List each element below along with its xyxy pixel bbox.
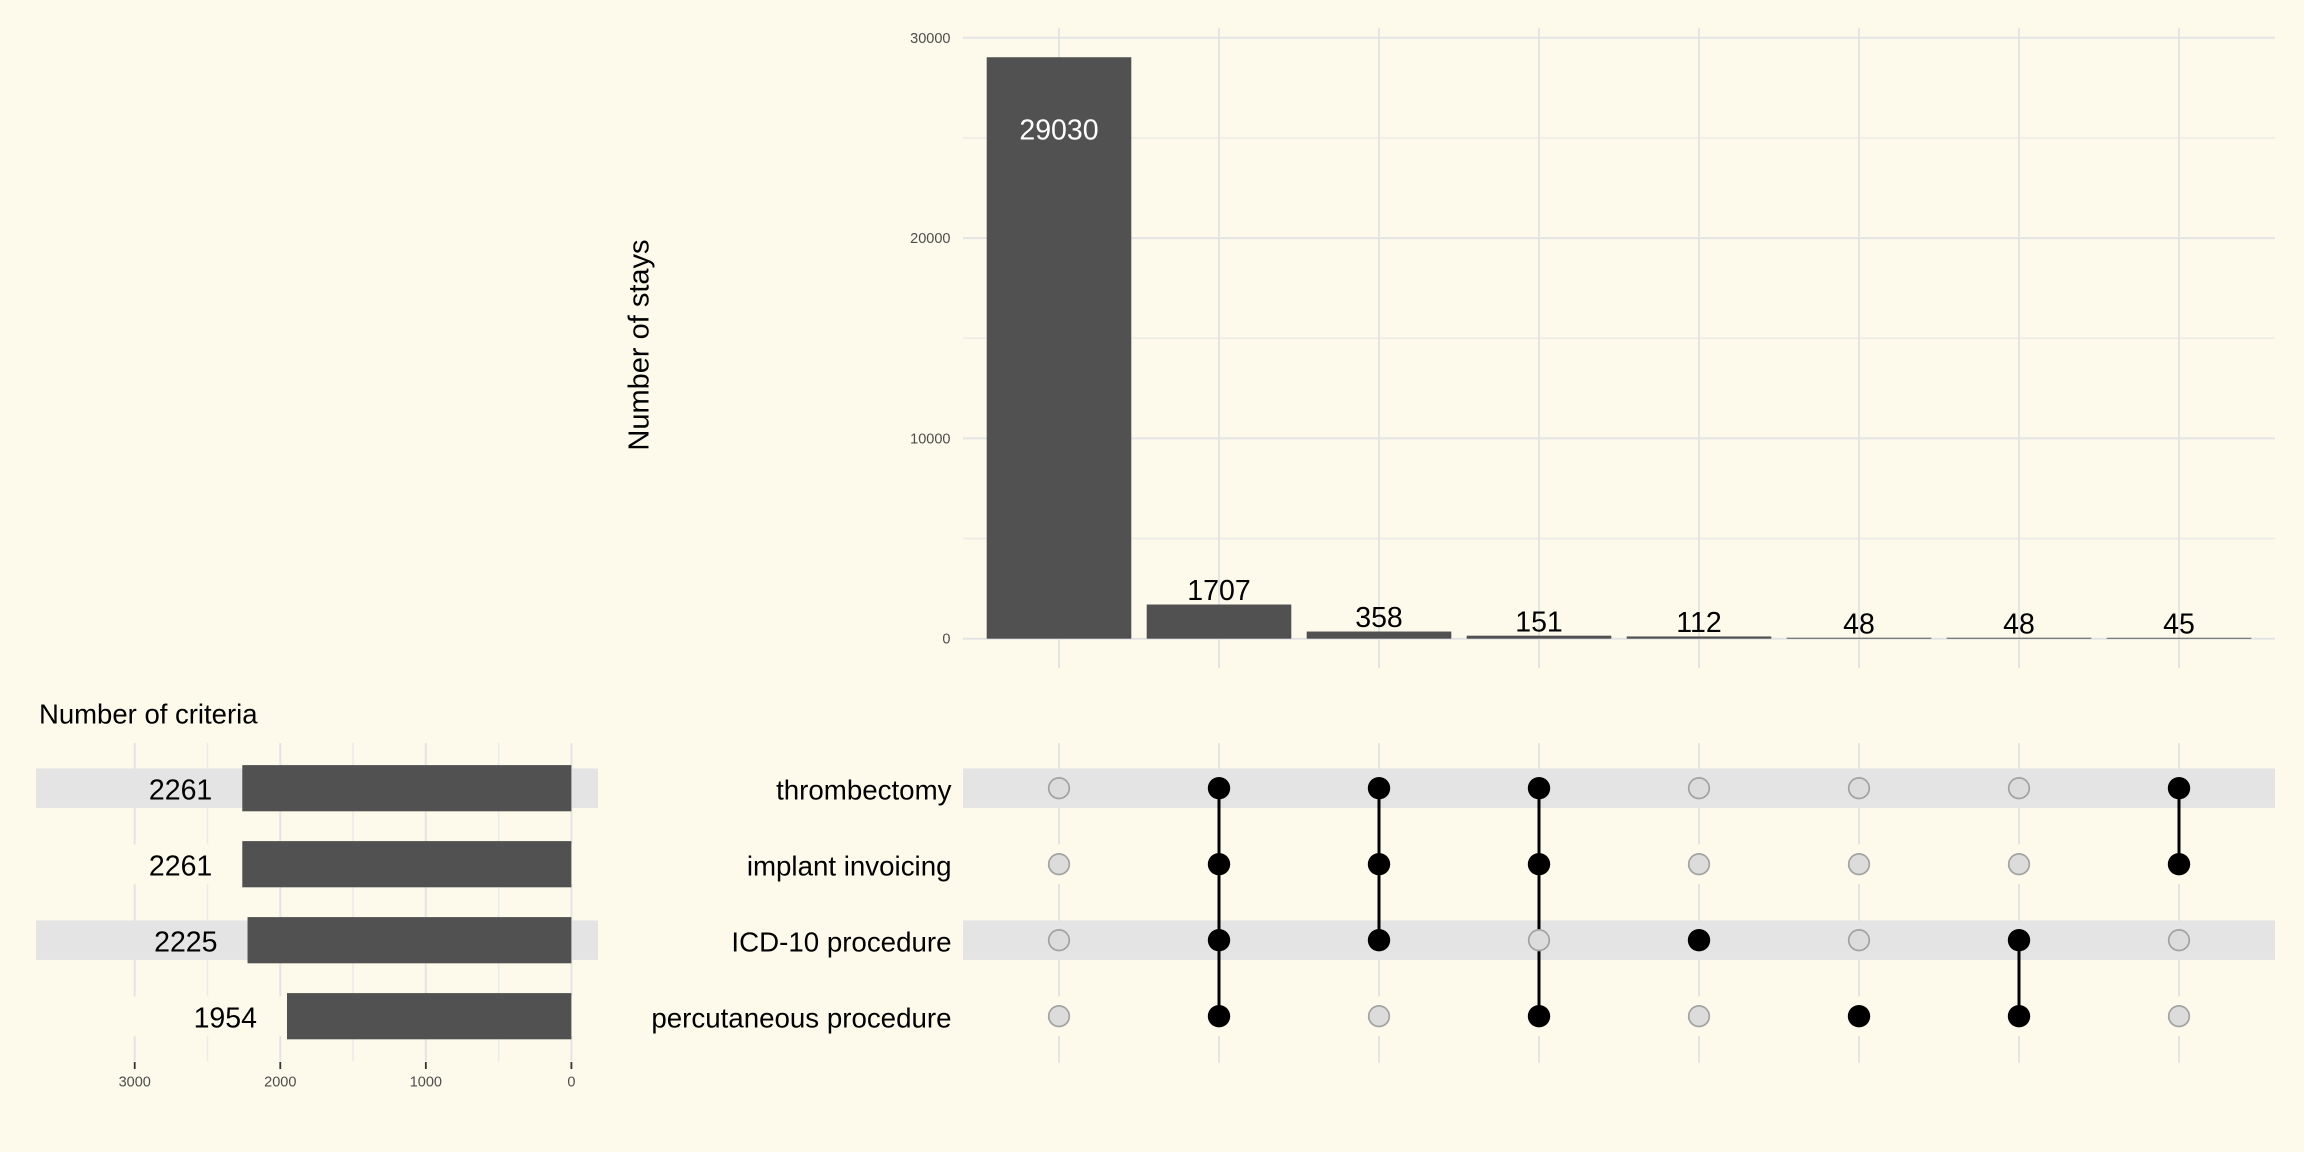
svg-text:ICD-10 procedure: ICD-10 procedure (731, 927, 951, 958)
svg-text:2000: 2000 (264, 1074, 296, 1090)
svg-text:29030: 29030 (1019, 115, 1098, 147)
svg-text:151: 151 (1515, 606, 1563, 638)
svg-text:0: 0 (567, 1074, 575, 1090)
svg-text:2261: 2261 (149, 775, 212, 807)
svg-text:10000: 10000 (910, 431, 950, 447)
svg-text:48: 48 (1843, 608, 1875, 640)
svg-text:Number of criteria: Number of criteria (39, 699, 258, 730)
svg-text:Number of stays: Number of stays (624, 239, 656, 450)
svg-text:30000: 30000 (910, 31, 950, 47)
svg-text:percutaneous procedure: percutaneous procedure (651, 1003, 951, 1034)
svg-text:implant invoicing: implant invoicing (747, 851, 952, 882)
svg-text:2261: 2261 (149, 851, 212, 883)
svg-text:358: 358 (1355, 602, 1403, 634)
svg-text:45: 45 (2163, 608, 2195, 640)
svg-text:112: 112 (1676, 607, 1721, 639)
svg-text:2225: 2225 (154, 927, 217, 959)
svg-text:48: 48 (2003, 608, 2035, 640)
svg-text:0: 0 (942, 632, 950, 648)
svg-text:3000: 3000 (119, 1074, 151, 1090)
svg-text:thrombectomy: thrombectomy (776, 775, 952, 806)
svg-text:1000: 1000 (410, 1074, 442, 1090)
svg-text:20000: 20000 (910, 231, 950, 247)
svg-text:1707: 1707 (1187, 575, 1250, 607)
svg-text:1954: 1954 (194, 1003, 258, 1035)
